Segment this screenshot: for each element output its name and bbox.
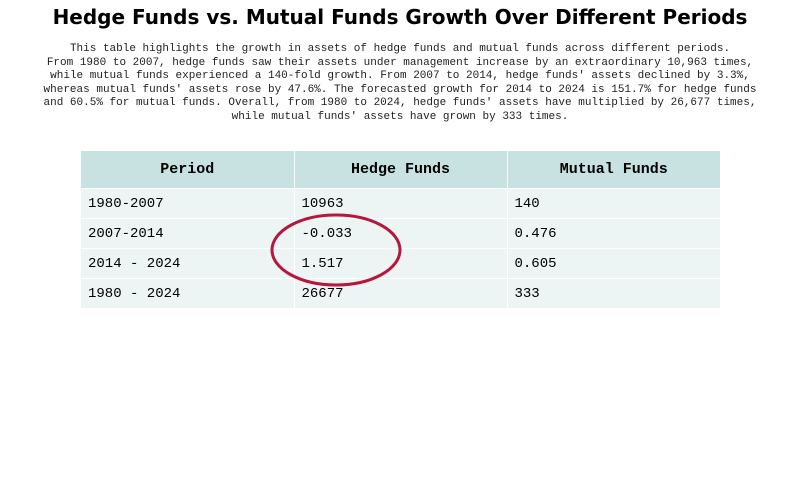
description-line: This table highlights the growth in asse…	[69, 43, 731, 55]
growth-table-container: Period Hedge Funds Mutual Funds 1980-200…	[81, 151, 720, 309]
table-cell-hedge-funds: 1.517	[294, 248, 508, 279]
table-cell-period: 2014 - 2024	[81, 248, 295, 279]
table-row: 1980 - 2024 26677 333	[81, 278, 720, 309]
table-cell-hedge-funds: -0.033	[294, 218, 508, 249]
description-line: From 1980 to 2007, hedge funds saw their…	[46, 56, 754, 69]
column-header-mutual-funds: Mutual Funds	[507, 151, 720, 189]
table-cell-period: 1980 - 2024	[81, 278, 295, 309]
table-cell-hedge-funds: 10963	[294, 188, 508, 219]
page-title: Hedge Funds vs. Mutual Funds Growth Over…	[52, 5, 748, 29]
table-cell-period: 1980-2007	[81, 188, 295, 219]
table-cell-mutual-funds: 0.476	[507, 218, 720, 249]
table-cell-mutual-funds: 333	[507, 278, 720, 309]
table-cell-mutual-funds: 0.605	[507, 248, 720, 279]
growth-table: Period Hedge Funds Mutual Funds 1980-200…	[81, 151, 720, 309]
table-cell-period: 2007-2014	[81, 218, 295, 249]
description-line: while mutual funds' assets have grown by…	[231, 110, 569, 123]
table-description: This table highlights the growth in asse…	[8, 43, 792, 125]
description-line: and 60.5% for mutual funds. Overall, fro…	[43, 97, 757, 110]
column-header-hedge-funds: Hedge Funds	[294, 151, 508, 189]
table-header-row: Period Hedge Funds Mutual Funds	[81, 151, 720, 189]
table-row: 2007-2014 -0.033 0.476	[81, 218, 720, 249]
column-header-period: Period	[81, 151, 295, 189]
table-cell-hedge-funds: 26677	[294, 278, 508, 309]
table-cell-mutual-funds: 140	[507, 188, 720, 219]
table-row: 2014 - 2024 1.517 0.605	[81, 248, 720, 279]
description-line: whereas mutual funds' assets rose by 47.…	[43, 83, 757, 96]
table-row: 1980-2007 10963 140	[81, 188, 720, 219]
description-line: while mutual funds experienced a 140-fol…	[50, 70, 750, 83]
